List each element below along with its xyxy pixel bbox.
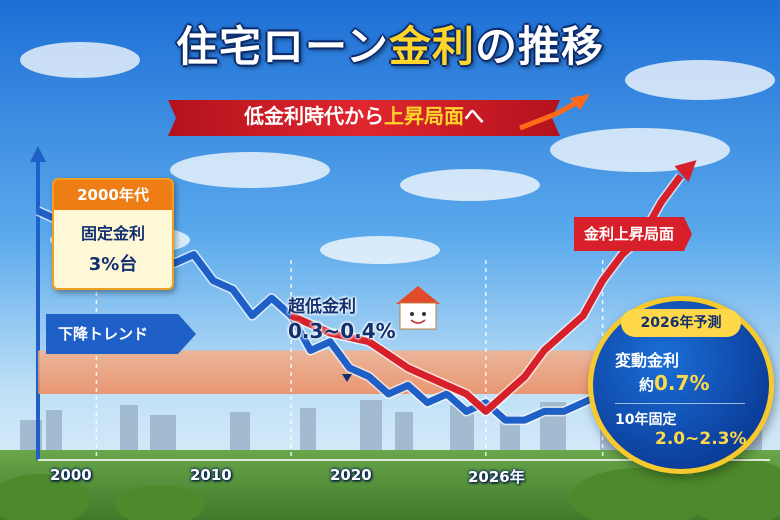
rising-label: 金利上昇局面	[583, 225, 674, 243]
x-tick-label: 2020	[330, 466, 372, 484]
ultra-low-callout: 超低金利 0.3~0.4%	[288, 292, 438, 343]
x-tick-label: 2026年	[468, 468, 525, 486]
ultra-low-line1: 超低金利	[288, 297, 356, 317]
forecast-variable-label: 変動金利	[615, 351, 680, 370]
forecast-variable-prefix: 約	[639, 376, 655, 394]
era-2000-callout: 2000年代 固定金利 3%台	[52, 178, 174, 290]
subtitle-banner: 低金利時代から上昇局面へ	[168, 96, 560, 136]
era-2000-header: 2000年代	[54, 180, 172, 210]
forecast-fixed-value: 2.0~2.3%	[655, 429, 747, 449]
y-axis-arrow-icon	[30, 146, 46, 162]
subtitle-ribbon-shape	[168, 94, 590, 136]
trend-flag-shape	[46, 314, 196, 354]
era-2000-line2: 3%台	[88, 254, 138, 275]
pointer-triangle-icon	[342, 374, 352, 382]
forecast-fixed-label: 10年固定	[615, 412, 677, 428]
red-arrowhead-icon	[674, 160, 697, 183]
subtitle-rest: へ	[464, 104, 484, 128]
title-highlight: 金利	[388, 22, 475, 71]
x-tick-label: 2010	[190, 466, 232, 484]
rising-arrow-icon	[570, 94, 590, 110]
tree-decoration	[0, 458, 780, 520]
forecast-divider	[615, 403, 745, 404]
era-2000-line1: 固定金利	[80, 224, 145, 243]
forecast-header: 2026年予測	[621, 309, 741, 337]
downtrend-flag: 下降トレンド	[46, 314, 196, 354]
subtitle: 低金利時代から上昇局面へ	[168, 96, 560, 136]
forecast-badge: 2026年予測 変動金利 約0.7% 10年固定 2.0~2.3%	[588, 296, 774, 474]
page-title: 住宅ローン金利の推移	[95, 12, 685, 82]
house-icon	[396, 286, 440, 330]
x-tick-label: 2000	[50, 466, 92, 484]
ultra-low-line2: 0.3~0.4%	[288, 319, 396, 343]
title-band: 住宅ローン金利の推移	[95, 12, 685, 82]
rise-flag-shape	[574, 217, 692, 251]
forecast-variable-value: 0.7%	[654, 371, 710, 395]
subtitle-highlight: 上昇局面	[384, 104, 464, 128]
title-main: 住宅ローン	[176, 22, 389, 71]
subtitle-main: 低金利時代から	[244, 104, 384, 128]
forecast-variable-row: 約0.7%	[639, 371, 709, 395]
rising-flag: 金利上昇局面	[574, 217, 692, 251]
downtrend-label: 下降トレンド	[58, 325, 149, 343]
low-rate-band	[38, 350, 598, 394]
title-rest: の推移	[474, 22, 604, 71]
